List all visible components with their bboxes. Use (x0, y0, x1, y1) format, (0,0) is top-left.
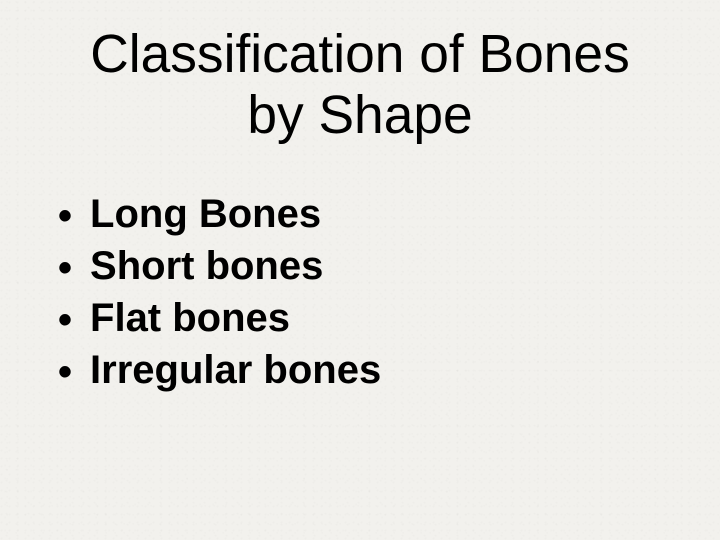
list-item-label: Short bones (90, 241, 323, 291)
bullet-list: • Long Bones • Short bones • Flat bones … (40, 189, 680, 397)
list-item: • Irregular bones (58, 345, 680, 397)
title-line-2: by Shape (247, 86, 472, 145)
title-line-1: Classification of Bones (90, 25, 629, 84)
bullet-icon: • (58, 347, 72, 397)
bullet-icon: • (58, 243, 72, 293)
list-item-label: Long Bones (90, 189, 321, 239)
list-item-label: Irregular bones (90, 345, 381, 395)
list-item: • Flat bones (58, 293, 680, 345)
bullet-icon: • (58, 295, 72, 345)
list-item-label: Flat bones (90, 293, 290, 343)
slide: Classification of Bones by Shape • Long … (0, 0, 720, 540)
list-item: • Short bones (58, 241, 680, 293)
bullet-icon: • (58, 191, 72, 241)
slide-title: Classification of Bones by Shape (40, 24, 680, 147)
list-item: • Long Bones (58, 189, 680, 241)
